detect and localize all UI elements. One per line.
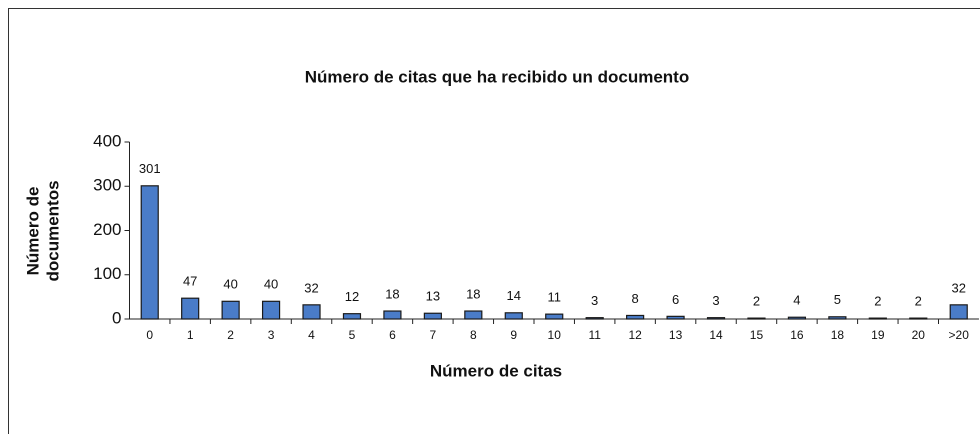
bar [342,313,362,320]
value-label: 47 [183,274,197,289]
value-label: 14 [507,288,521,303]
bar [909,317,928,320]
x-tick-label: 16 [790,328,804,342]
value-label: 5 [834,292,841,307]
x-axis-label: Número de citas [430,361,562,380]
x-tick-label: 20 [912,328,926,342]
y-tick-label: 200 [93,220,121,239]
value-label: 18 [385,286,399,301]
value-label: 2 [874,294,881,309]
bar [181,297,200,320]
value-label: 40 [264,277,278,292]
value-label: 301 [139,161,161,176]
x-tick-label: 7 [430,328,437,342]
y-tick-label: 0 [112,308,121,327]
bar [221,300,240,320]
bar [949,304,968,320]
x-tick-label: 8 [470,328,477,342]
chart-frame [8,8,980,434]
x-tick-label: 19 [871,328,885,342]
value-label: 32 [304,280,318,295]
x-tick-label: 11 [588,328,601,342]
value-label: 13 [426,289,440,304]
value-label: 12 [345,289,359,304]
x-tick-label: 5 [349,328,356,342]
value-label: 8 [632,291,639,306]
y-axis-label: Número de documentos [23,180,62,281]
x-tick-label: 9 [510,328,517,342]
bar [140,185,159,320]
x-tick-label: 18 [831,328,845,342]
value-label: 2 [753,294,760,309]
y-tick-label: 100 [93,264,121,283]
chart-title: Número de citas que ha recibido un docum… [305,67,689,86]
x-tick-label: 3 [268,328,275,342]
x-tick-label: 10 [548,328,562,342]
bar [464,310,483,320]
bar [787,316,807,320]
bar [828,316,847,320]
value-label: 40 [223,277,237,292]
x-tick-label: 12 [628,328,642,342]
bar [585,317,604,320]
bar [261,300,281,320]
value-label: 4 [793,293,800,308]
value-label: 3 [712,293,719,308]
bar [383,310,402,320]
bar [545,313,564,320]
value-label: 3 [591,293,598,308]
y-axis-label-line: documentos [43,180,62,281]
bar [706,317,726,320]
y-axis-label-line: Número de [23,187,42,276]
x-tick-label: 14 [709,328,723,342]
y-tick-label: 300 [93,176,121,195]
value-label: 18 [466,286,480,301]
x-tick-label: 0 [146,328,153,342]
x-tick-label: 13 [669,328,683,342]
bar [423,312,442,320]
x-tick-label: 1 [187,328,194,342]
x-tick-label: 6 [389,328,396,342]
bar [504,312,523,320]
bar [868,317,887,320]
value-label: 11 [547,290,561,305]
x-tick-label: 2 [227,328,234,342]
value-label: 2 [915,294,922,309]
bar [747,317,766,320]
bar [626,314,645,320]
value-label: 32 [951,280,965,295]
bar [666,315,685,320]
bar [302,304,321,320]
value-label: 6 [672,292,679,307]
x-tick-label: >20 [949,328,970,342]
x-tick-label: 15 [750,328,764,342]
y-tick-label: 400 [93,131,121,150]
x-tick-label: 4 [308,328,315,342]
